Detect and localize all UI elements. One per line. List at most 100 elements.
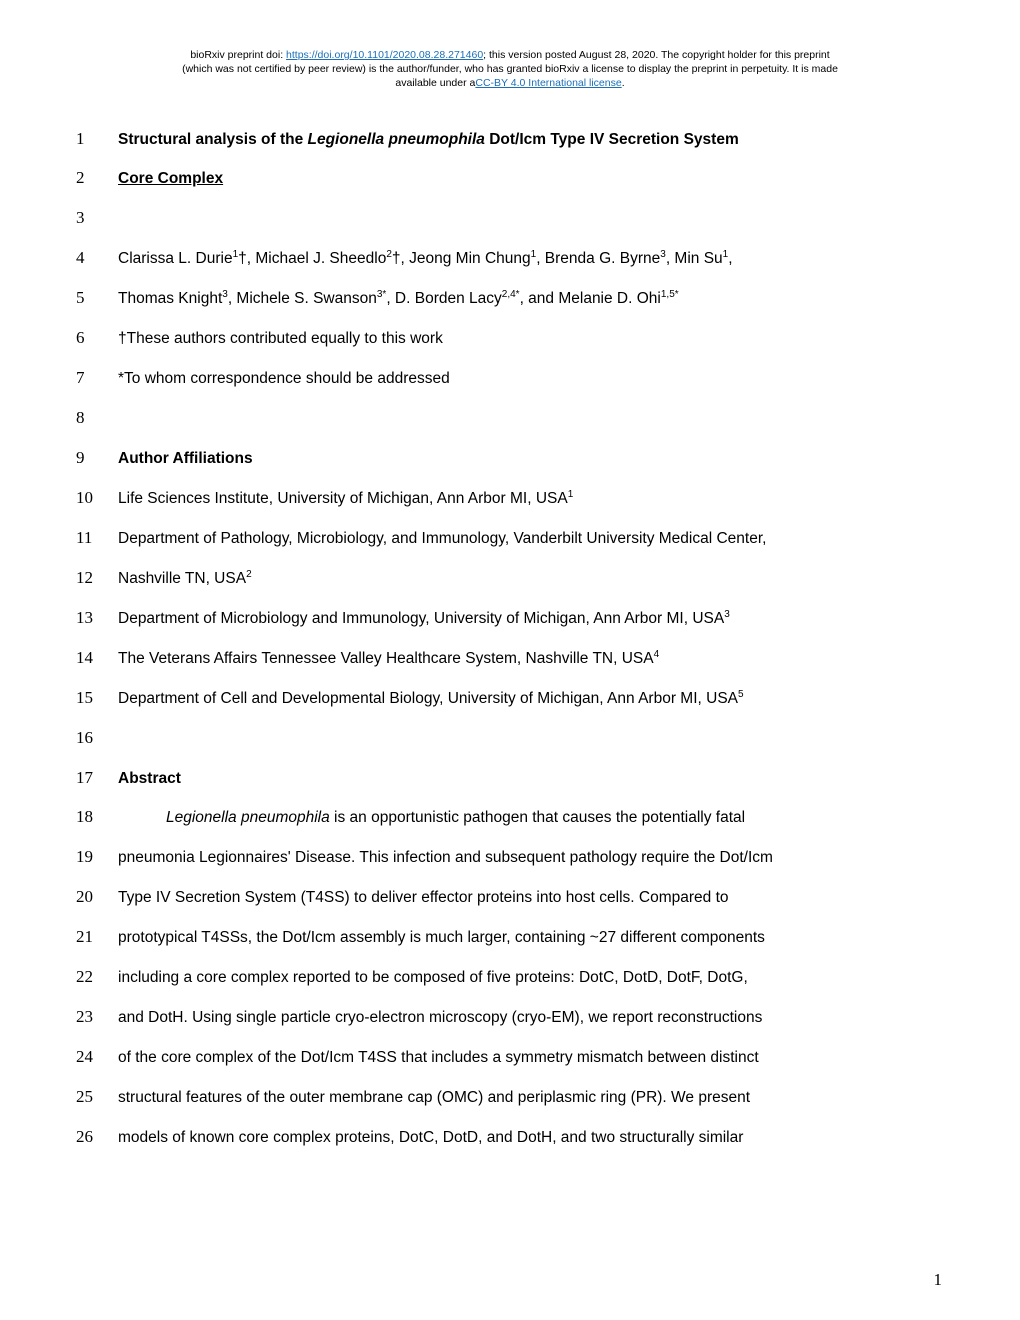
line-4: 4 Clarissa L. Durie1†, Michael J. Sheedl… — [76, 238, 944, 278]
license-link[interactable]: CC-BY 4.0 International license — [475, 77, 621, 89]
abstract-text: including a core complex reported to be … — [118, 960, 748, 996]
abstract-text: Legionella pneumophila is an opportunist… — [118, 800, 745, 836]
abstract-text: pneumonia Legionnaires' Disease. This in… — [118, 840, 773, 876]
author: Clarissa L. Durie — [118, 250, 233, 267]
affiliation: Department of Pathology, Microbiology, a… — [118, 521, 766, 557]
line-25: 25 structural features of the outer memb… — [76, 1077, 944, 1117]
line-number: 3 — [76, 198, 118, 238]
affiliation: Life Sciences Institute, University of M… — [118, 481, 573, 517]
abstract-text: Type IV Secretion System (T4SS) to deliv… — [118, 880, 729, 916]
author-line: Thomas Knight3, Michele S. Swanson3*, D.… — [118, 281, 679, 317]
affil-sup: 1,5* — [661, 289, 679, 300]
line-number: 15 — [76, 678, 118, 718]
affil-sup: 3 — [724, 609, 730, 620]
line-14: 14 The Veterans Affairs Tennessee Valley… — [76, 638, 944, 678]
title-text: Dot/Icm Type IV Secretion System — [485, 131, 739, 148]
author: , Michele S. Swanson — [228, 290, 377, 307]
author: , Min Su — [666, 250, 723, 267]
affil-text: Nashville TN, USA — [118, 570, 246, 587]
affil-sup: 5 — [738, 688, 744, 699]
line-number: 18 — [76, 797, 118, 837]
line-number: 12 — [76, 558, 118, 598]
line-number: 10 — [76, 478, 118, 518]
abstract-text: and DotH. Using single particle cryo-ele… — [118, 1000, 762, 1036]
header-text: ; this version posted August 28, 2020. T… — [483, 49, 830, 61]
line-number: 25 — [76, 1077, 118, 1117]
line-26: 26 models of known core complex proteins… — [76, 1117, 944, 1157]
author: Thomas Knight — [118, 290, 222, 307]
line-17: 17 Abstract — [76, 758, 944, 798]
line-24: 24 of the core complex of the Dot/Icm T4… — [76, 1037, 944, 1077]
line-10: 10 Life Sciences Institute, University o… — [76, 478, 944, 518]
line-9: 9 Author Affiliations — [76, 438, 944, 478]
author-note: *To whom correspondence should be addres… — [118, 361, 450, 397]
line-number: 17 — [76, 758, 118, 798]
line-number: 16 — [76, 718, 118, 758]
title-text: Core Complex — [118, 161, 223, 197]
line-19: 19 pneumonia Legionnaires' Disease. This… — [76, 837, 944, 877]
doi-link[interactable]: https://doi.org/10.1101/2020.08.28.27146… — [286, 49, 483, 61]
blank-line — [118, 201, 122, 237]
line-6: 6 †These authors contributed equally to … — [76, 318, 944, 358]
line-number: 13 — [76, 598, 118, 638]
section-heading: Author Affiliations — [118, 441, 253, 477]
header-text: bioRxiv preprint doi: — [190, 49, 286, 61]
author: , Brenda G. Byrne — [536, 250, 660, 267]
affiliation: Department of Microbiology and Immunolog… — [118, 601, 730, 637]
preprint-header: bioRxiv preprint doi: https://doi.org/10… — [76, 48, 944, 91]
affil-sup: 1 — [568, 489, 574, 500]
line-number: 22 — [76, 957, 118, 997]
line-18: 18 Legionella pneumophila is an opportun… — [76, 797, 944, 837]
affil-text: Life Sciences Institute, University of M… — [118, 490, 568, 507]
abstract-text: prototypical T4SSs, the Dot/Icm assembly… — [118, 920, 765, 956]
line-8: 8 — [76, 398, 944, 438]
author: , — [728, 250, 732, 267]
line-22: 22 including a core complex reported to … — [76, 957, 944, 997]
blank-line — [118, 401, 122, 437]
line-20: 20 Type IV Secretion System (T4SS) to de… — [76, 877, 944, 917]
title-text: Structural analysis of the — [118, 131, 308, 148]
title-species: Legionella pneumophila — [308, 131, 485, 148]
line-11: 11 Department of Pathology, Microbiology… — [76, 518, 944, 558]
line-number: 26 — [76, 1117, 118, 1157]
affil-sup: 3* — [377, 289, 386, 300]
line-number: 6 — [76, 318, 118, 358]
header-text: (which was not certified by peer review)… — [182, 63, 838, 75]
author: †, Michael J. Sheedlo — [238, 250, 386, 267]
line-number: 7 — [76, 358, 118, 398]
affil-text: Department of Microbiology and Immunolog… — [118, 610, 724, 627]
line-7: 7 *To whom correspondence should be addr… — [76, 358, 944, 398]
header-text: available under a — [395, 77, 475, 89]
affil-sup: 2,4* — [502, 289, 520, 300]
affil-text: Department of Cell and Developmental Bio… — [118, 690, 738, 707]
line-16: 16 — [76, 718, 944, 758]
line-number: 2 — [76, 158, 118, 198]
line-23: 23 and DotH. Using single particle cryo-… — [76, 997, 944, 1037]
line-number: 24 — [76, 1037, 118, 1077]
section-heading: Abstract — [118, 761, 181, 797]
blank-line — [118, 721, 122, 757]
author: , and Melanie D. Ohi — [520, 290, 661, 307]
affil-sup: 2 — [246, 569, 252, 580]
species-name: Legionella pneumophila — [166, 809, 330, 826]
affil-sup: 4 — [654, 649, 660, 660]
line-number: 19 — [76, 837, 118, 877]
abstract-text: is an opportunistic pathogen that causes… — [330, 809, 745, 826]
page-number: 1 — [934, 1270, 943, 1290]
line-2: 2 Core Complex — [76, 158, 944, 198]
body-content: 1 Structural analysis of the Legionella … — [76, 119, 944, 1157]
affiliation: Nashville TN, USA2 — [118, 561, 252, 597]
line-number: 1 — [76, 119, 118, 159]
line-number: 14 — [76, 638, 118, 678]
author: , D. Borden Lacy — [386, 290, 501, 307]
author-note: †These authors contributed equally to th… — [118, 321, 443, 357]
line-number: 21 — [76, 917, 118, 957]
line-12: 12 Nashville TN, USA2 — [76, 558, 944, 598]
line-21: 21 prototypical T4SSs, the Dot/Icm assem… — [76, 917, 944, 957]
page: bioRxiv preprint doi: https://doi.org/10… — [0, 0, 1020, 1320]
header-text: . — [622, 77, 625, 89]
line-13: 13 Department of Microbiology and Immuno… — [76, 598, 944, 638]
line-number: 11 — [76, 518, 118, 558]
line-1: 1 Structural analysis of the Legionella … — [76, 119, 944, 159]
abstract-text: models of known core complex proteins, D… — [118, 1120, 743, 1156]
